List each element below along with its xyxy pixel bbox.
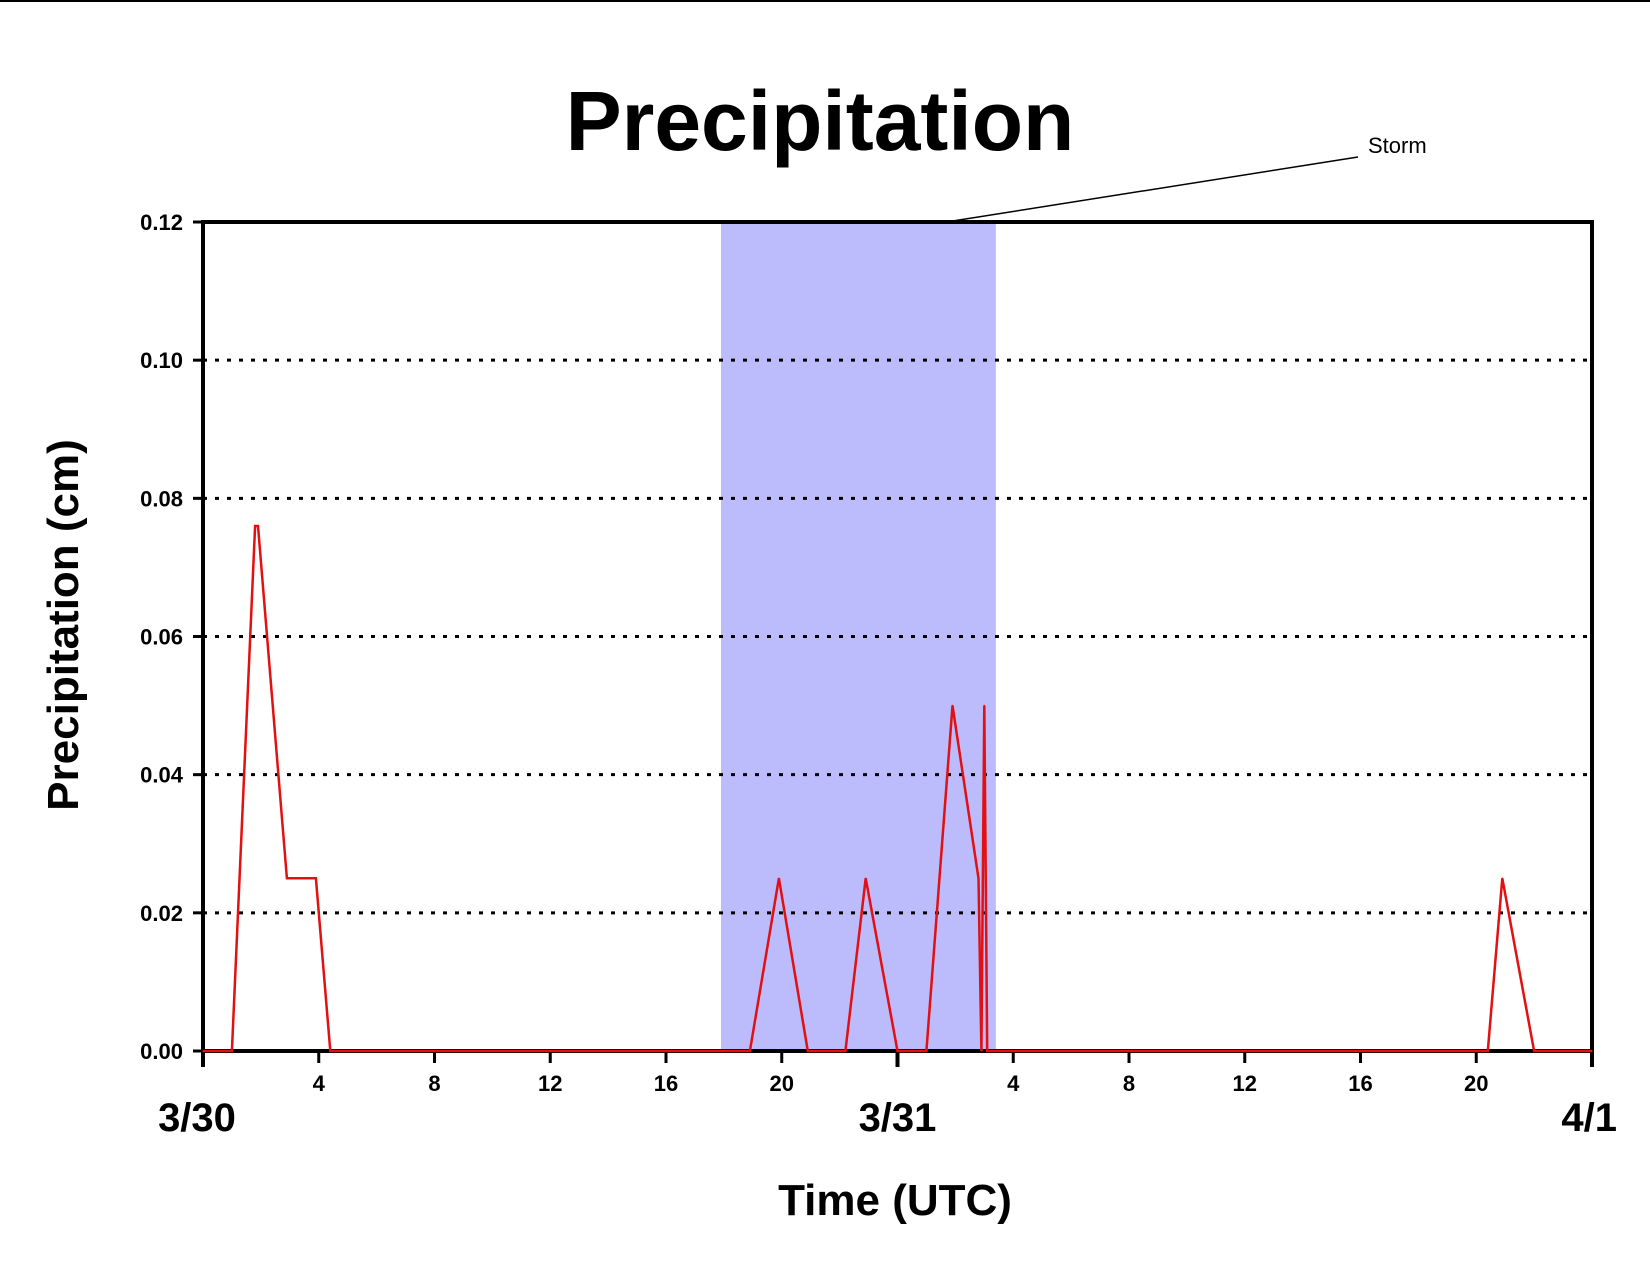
date-label: 3/30 bbox=[158, 1096, 236, 1140]
y-tick-label: 0.00 bbox=[140, 1039, 183, 1064]
chart-title: Precipitation bbox=[566, 74, 1075, 168]
date-label: 3/31 bbox=[859, 1096, 937, 1140]
x-tick-label: 12 bbox=[1233, 1071, 1257, 1096]
data-point bbox=[749, 1050, 751, 1052]
data-point bbox=[286, 877, 288, 880]
x-tick-label: 20 bbox=[770, 1071, 794, 1096]
y-tick-label: 0.04 bbox=[140, 763, 184, 788]
x-tick-label: 12 bbox=[538, 1071, 562, 1096]
y-tick-label: 0.06 bbox=[140, 625, 183, 650]
y-tick-label: 0.10 bbox=[140, 348, 183, 373]
x-tick-label: 16 bbox=[1348, 1071, 1372, 1096]
data-point bbox=[864, 877, 867, 880]
data-point bbox=[257, 525, 259, 527]
storm-band bbox=[720, 222, 996, 1051]
x-tick-label: 8 bbox=[428, 1071, 440, 1096]
plot-area: 0.00 0.02 0.04 0.06 0.08 0.10 0.12 4 8 12 16 20 4 8 12… bbox=[140, 156, 1617, 1140]
data-point bbox=[1591, 1050, 1593, 1052]
x-tick-label: 8 bbox=[1123, 1071, 1135, 1096]
x-tick-label: 20 bbox=[1464, 1071, 1488, 1096]
y-axis-label: Precipitation (cm) bbox=[39, 439, 88, 811]
data-point bbox=[315, 877, 317, 880]
data-point bbox=[844, 1050, 847, 1052]
data-point bbox=[1501, 877, 1504, 880]
x-tick-label: 4 bbox=[313, 1071, 326, 1096]
data-point bbox=[925, 1050, 928, 1052]
storm-annotation-label: Storm bbox=[1368, 133, 1427, 158]
data-point bbox=[202, 1050, 204, 1052]
storm-leader-line bbox=[946, 156, 1359, 223]
data-point bbox=[778, 877, 780, 880]
x-axis-label: Time (UTC) bbox=[778, 1176, 1012, 1225]
data-point bbox=[983, 704, 986, 707]
data-point bbox=[977, 877, 980, 880]
data-point bbox=[806, 1050, 809, 1052]
data-point bbox=[980, 1050, 983, 1052]
y-tick-label: 0.08 bbox=[140, 486, 183, 511]
y-tick-label: 0.02 bbox=[140, 901, 183, 926]
data-point bbox=[254, 525, 256, 527]
x-tick-label: 16 bbox=[654, 1071, 678, 1096]
data-point bbox=[1487, 1050, 1489, 1052]
data-point bbox=[231, 1050, 233, 1052]
data-point bbox=[989, 1050, 991, 1052]
data-point bbox=[951, 704, 954, 707]
x-tick-label: 4 bbox=[1007, 1071, 1020, 1096]
precipitation-series-line bbox=[203, 524, 1592, 1053]
data-point bbox=[329, 1050, 332, 1052]
data-point bbox=[896, 1050, 899, 1052]
data-point bbox=[986, 1050, 989, 1052]
data-point bbox=[1533, 1050, 1535, 1052]
date-label: 4/1 bbox=[1561, 1096, 1617, 1140]
y-tick-label: 0.12 bbox=[140, 210, 183, 235]
